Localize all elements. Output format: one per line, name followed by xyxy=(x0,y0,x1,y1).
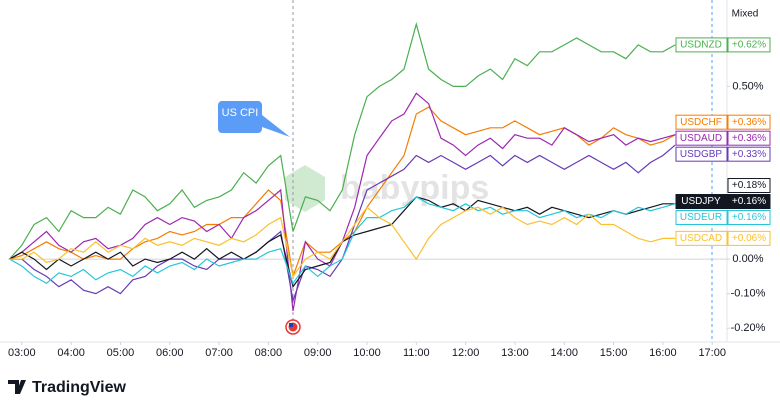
series-line xyxy=(9,21,676,260)
price-badge: USDAUD +0.36% xyxy=(675,130,771,146)
x-tick-label: 03:00 xyxy=(8,347,36,359)
price-badge: USDEUR +0.16% xyxy=(675,210,771,226)
x-tick-label: 16:00 xyxy=(649,347,677,359)
legend-label: USDEUR xyxy=(680,212,722,223)
badge-value: +0.16% xyxy=(732,212,766,223)
badge-value: +0.36% xyxy=(732,133,766,144)
badge-value-box xyxy=(727,114,771,130)
price-badge: USDJPY +0.16% xyxy=(675,194,771,210)
badge-value-box xyxy=(727,194,771,210)
price-badge: +0.18% xyxy=(727,178,771,194)
logo: TradingView xyxy=(8,379,127,396)
badge-name-box xyxy=(675,37,728,53)
price-badge: USDCAD +0.06% xyxy=(675,230,771,246)
x-tick-label: 07:00 xyxy=(205,347,233,359)
x-tick-label: 10:00 xyxy=(353,347,381,359)
x-tick-label: 17:00 xyxy=(698,347,726,359)
y-tick-label: -0.20% xyxy=(731,322,766,334)
y-tick-label: 0.50% xyxy=(732,80,763,92)
badge-box xyxy=(727,178,771,194)
callout-text: US CPI xyxy=(222,107,259,119)
series-line xyxy=(9,206,676,278)
badge-value: +0.18% xyxy=(732,180,766,191)
watermark-logo xyxy=(285,165,325,212)
badge-name-box xyxy=(675,114,728,130)
x-tick-label: 05:00 xyxy=(107,347,135,359)
logo-text: TradingView xyxy=(32,379,127,396)
y-tick-label: 0.00% xyxy=(732,253,763,265)
x-tick-label: 15:00 xyxy=(600,347,628,359)
badge-name-box xyxy=(675,230,728,246)
series-line xyxy=(9,196,676,285)
x-tick-label: 04:00 xyxy=(57,347,85,359)
badge-value-box xyxy=(727,146,771,162)
legend-label: USDCAD xyxy=(680,233,722,244)
badge-name-box xyxy=(675,194,728,210)
flag-canton xyxy=(289,323,293,327)
x-tick-label: 06:00 xyxy=(156,347,184,359)
badge-value: +0.33% xyxy=(732,149,766,160)
scale-mode: Mixed xyxy=(732,9,759,20)
logo-icon xyxy=(8,380,26,394)
badge-value: +0.06% xyxy=(732,233,766,244)
badge-value: +0.16% xyxy=(732,196,766,207)
watermark-text: babypips xyxy=(340,169,489,207)
badge-value-box xyxy=(727,37,771,53)
legend-label: USDGBP xyxy=(680,149,723,160)
legend-label: USDJPY xyxy=(681,196,721,207)
x-tick-label: 08:00 xyxy=(255,347,283,359)
x-tick-label: 11:00 xyxy=(403,347,430,359)
x-tick-label: 12:00 xyxy=(452,347,480,359)
badge-value-box xyxy=(727,130,771,146)
watermark: babypips xyxy=(285,165,489,212)
x-tick-label: 13:00 xyxy=(501,347,529,359)
badge-value-box xyxy=(727,230,771,246)
legend-label: USDAUD xyxy=(680,133,722,144)
badge-name-box xyxy=(675,130,728,146)
badge-value: +0.36% xyxy=(732,117,766,128)
badge-name-box xyxy=(675,146,728,162)
price-badge: USDCHF +0.36% xyxy=(675,114,771,130)
event-flag xyxy=(285,319,301,335)
price-badge: USDNZD +0.62% xyxy=(675,37,771,53)
badge-value-box xyxy=(727,210,771,226)
x-tick-label: 14:00 xyxy=(550,347,578,359)
legend-label: USDNZD xyxy=(680,40,722,51)
legend-label: USDCHF xyxy=(680,117,722,128)
callout: US CPI xyxy=(218,101,290,137)
price-badge: USDGBP +0.33% xyxy=(675,146,771,162)
callout-bubble xyxy=(218,101,290,137)
x-tick-label: 09:00 xyxy=(304,347,332,359)
y-tick-label: -0.10% xyxy=(731,288,766,300)
badge-name-box xyxy=(675,210,728,226)
badge-value: +0.62% xyxy=(732,40,766,51)
